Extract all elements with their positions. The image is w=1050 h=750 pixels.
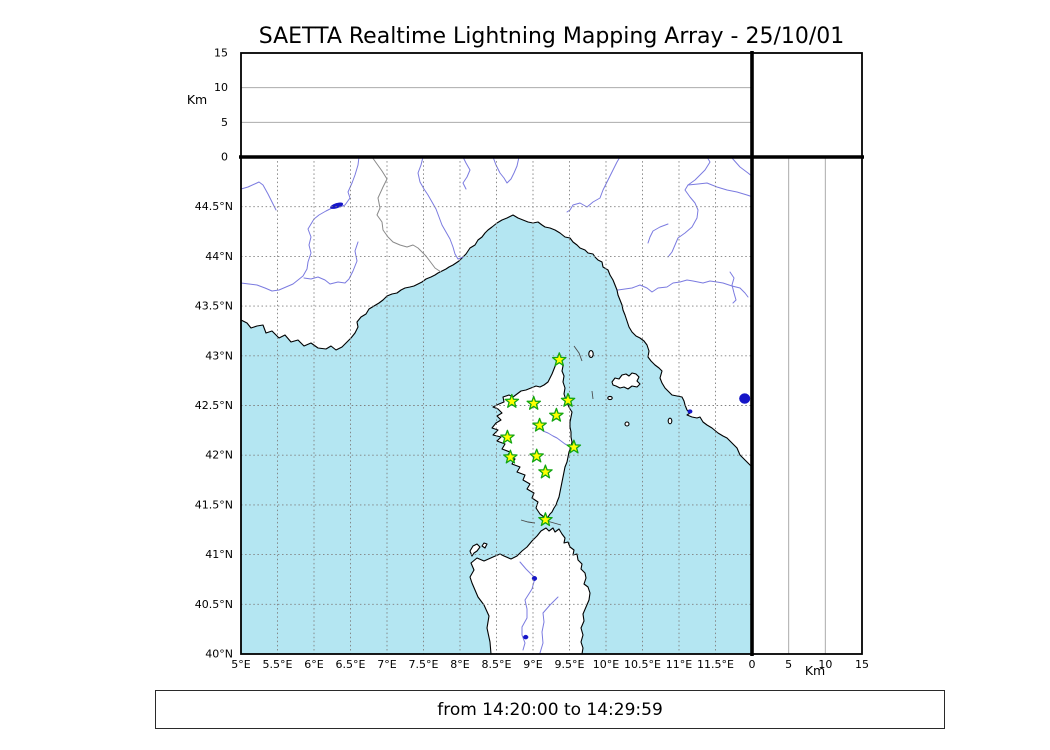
station-star (526, 395, 542, 410)
station-star (551, 352, 567, 367)
map-layer (241, 157, 752, 654)
lon-tick-label: 6°E (304, 658, 323, 671)
top-panel-gridlines (241, 87, 752, 123)
lon-tick-label: 9°E (523, 658, 542, 671)
km-tick-label: 0 (749, 658, 756, 671)
river (241, 181, 277, 211)
lat-tick-label: 43°N (205, 349, 233, 362)
altitude-lat-panel (752, 157, 862, 654)
lon-tick-label: 7°E (377, 658, 396, 671)
lat-tick-label: 44°N (205, 250, 233, 263)
country-border (371, 157, 442, 273)
giglio-island (667, 417, 673, 425)
station-star (500, 429, 515, 444)
lat-tick-label: 44.5°N (195, 200, 233, 213)
river (241, 207, 333, 292)
river (519, 561, 536, 651)
altitude-lon-panel (241, 53, 752, 157)
lake (330, 202, 344, 209)
station-star (532, 417, 547, 432)
river (617, 279, 749, 298)
river (303, 241, 359, 285)
asinara-islet (481, 542, 488, 549)
lat-tick-label: 41.5°N (195, 498, 233, 511)
lake (523, 634, 529, 640)
altitude-tick-label: 5 (221, 116, 228, 129)
lat-tick-label: 43.5°N (195, 300, 233, 313)
lon-tick-label: 11.5°E (697, 658, 734, 671)
river (539, 596, 559, 654)
station-star (566, 439, 582, 454)
capraia-island (588, 349, 594, 359)
river (339, 157, 360, 208)
station-star (538, 464, 553, 479)
mainland-coast (241, 157, 752, 468)
km-tick-label: 15 (855, 658, 869, 671)
map-gridlines (241, 157, 752, 654)
altitude-tick-label: 15 (214, 47, 228, 60)
bottom-km-axis-label: Km (805, 663, 825, 678)
lon-tick-label: 10.5°E (624, 658, 661, 671)
right-panel-gridlines (788, 157, 826, 654)
coast-mark (591, 390, 594, 400)
river (566, 157, 621, 213)
river (492, 157, 520, 184)
lon-tick-label: 10°E (593, 658, 619, 671)
lon-tick-label: 5.5°E (263, 658, 293, 671)
lat-tick-label: 40.5°N (195, 598, 233, 611)
lat-tick-label: 40°N (205, 648, 233, 661)
station-star (504, 393, 520, 408)
lon-tick-label: 6.5°E (336, 658, 366, 671)
river (687, 182, 752, 198)
altitude-tick-label: 0 (221, 151, 228, 164)
axis-labels: 5°E 5.5°E 6°E 6.5°E 7°E 7.5°E 8°E 8.5°E 9°E 9.5°E… (195, 47, 869, 672)
lat-tick-label: 42.5°N (195, 399, 233, 412)
station-star (529, 448, 544, 463)
river (462, 157, 471, 190)
asinara-island (469, 543, 481, 557)
stations-layer (500, 352, 582, 527)
lat-tick-label: 41°N (205, 548, 233, 561)
pianosa-island (607, 395, 613, 401)
altitude-axis-label: Km (187, 92, 207, 107)
lat-tick-label: 42°N (205, 449, 233, 462)
lon-tick-label: 8.5°E (482, 658, 512, 671)
lon-tick-label: 11°E (666, 658, 692, 671)
station-star (560, 392, 576, 407)
lon-tick-label: 8°E (450, 658, 469, 671)
corner-panel (752, 53, 862, 157)
time-window-text: from 14:20:00 to 14:29:59 (437, 699, 663, 720)
lake (687, 409, 693, 414)
river (729, 271, 737, 304)
river (417, 157, 464, 260)
station-star (549, 407, 564, 422)
km-tick-label: 5 (785, 658, 792, 671)
sardinia-coast (469, 527, 591, 654)
lon-tick-label: 5°E (231, 658, 250, 671)
station-star (503, 449, 518, 464)
coast-mark (573, 345, 583, 362)
lon-tick-label: 7.5°E (409, 658, 439, 671)
river (647, 223, 669, 244)
coast-mark (546, 520, 562, 526)
lake (739, 393, 751, 404)
river (667, 157, 711, 258)
montecristo-island (624, 421, 630, 427)
elba-island (611, 372, 641, 390)
km-tick-label: 10 (818, 658, 832, 671)
lon-tick-label: 9.5°E (555, 658, 585, 671)
time-window-box: from 14:20:00 to 14:29:59 (155, 690, 945, 729)
page-title: SAETTA Realtime Lightning Mapping Array … (258, 24, 845, 49)
station-star (538, 512, 553, 527)
altitude-tick-label: 10 (214, 81, 228, 94)
